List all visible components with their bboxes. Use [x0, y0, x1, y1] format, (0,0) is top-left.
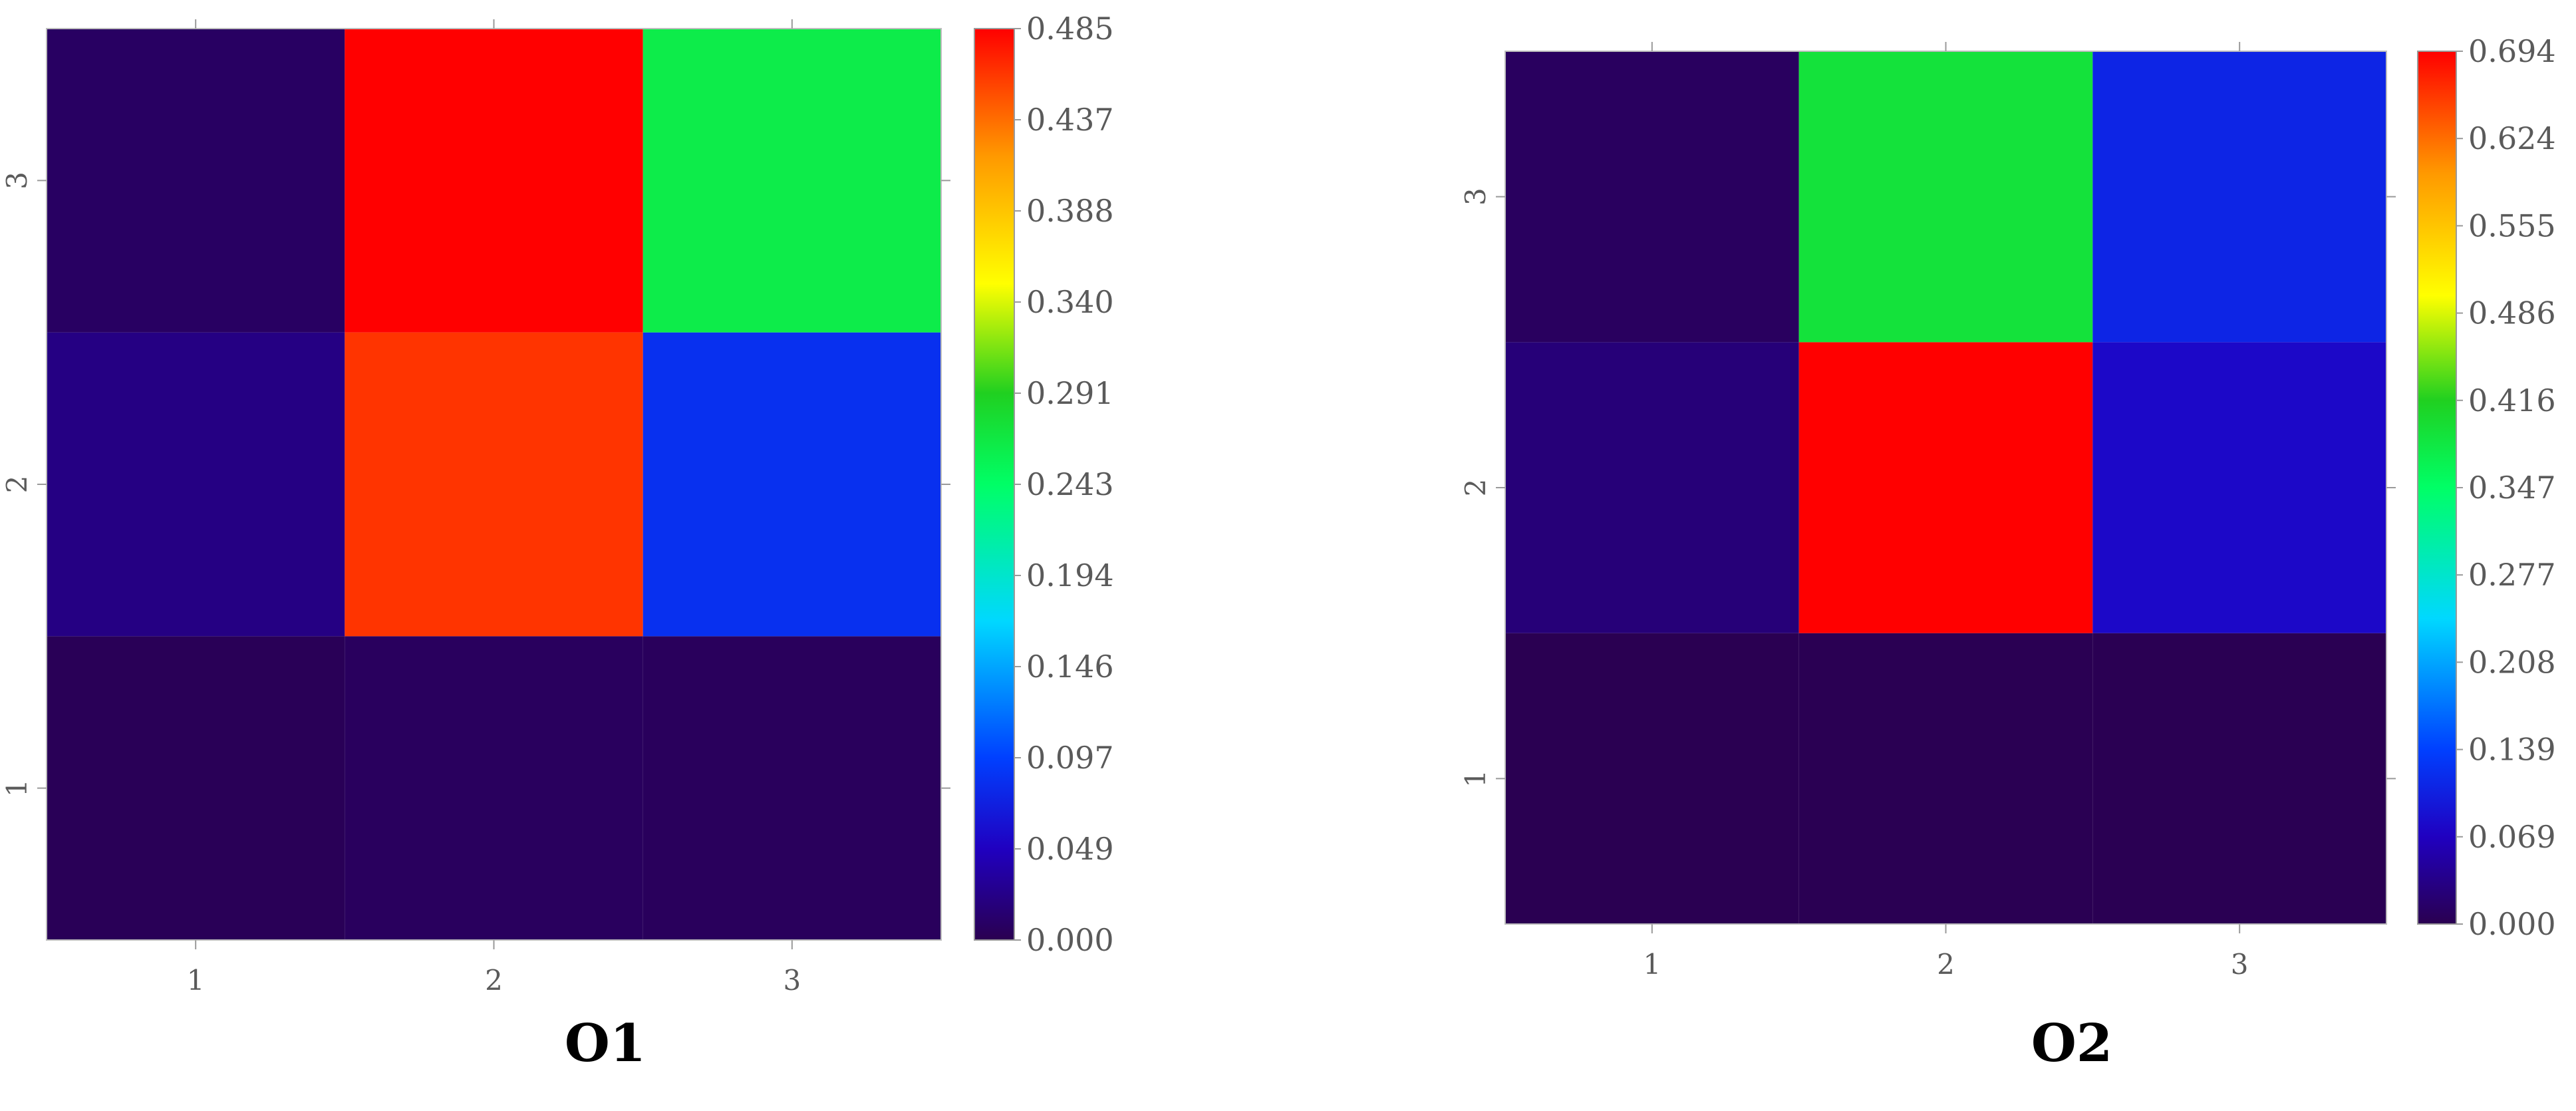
y-tick-label: 2	[1, 476, 33, 494]
x-tick-label: 3	[2231, 948, 2249, 981]
heatmap-panel-2: 1 2 3 1 2 3 0.000 0.069 0.139 0.208 0.277 0.347 0.41…	[1459, 33, 2556, 1074]
heatmap-cell-2-3	[1798, 51, 2093, 343]
colorbar-tick-label: 0.486	[2468, 295, 2556, 331]
colorbar-tick-label: 0.277	[2468, 557, 2556, 593]
y-tick-label: 2	[1459, 479, 1492, 497]
colorbar-tick-label: 0.097	[1026, 740, 1114, 776]
x-tick-label: 1	[1643, 948, 1661, 981]
heatmap-cell-3-1	[2092, 633, 2386, 924]
heatmap-cell-1-1	[1505, 633, 1799, 924]
heatmap-cell-1-3	[47, 29, 345, 333]
y-tick-label: 1	[1, 779, 33, 797]
heatmap-cell-3-2	[2092, 342, 2386, 633]
colorbar-gradient	[974, 29, 1014, 940]
colorbar-tick-label: 0.437	[1026, 102, 1114, 138]
heatmap-cell-2-1	[1798, 633, 2093, 924]
y-tick-label: 1	[1459, 770, 1492, 788]
colorbar-tick-label: 0.624	[2468, 120, 2556, 156]
colorbar-tick-label: 0.340	[1026, 284, 1114, 320]
colorbar: 0.000 0.049 0.097 0.146 0.194 0.243 0.291 0.340…	[974, 11, 1114, 958]
colorbar-tick-label: 0.069	[2468, 819, 2556, 855]
colorbar-tick-label: 0.388	[1026, 193, 1114, 229]
colorbar-tick-label: 0.485	[1026, 11, 1114, 47]
colorbar: 0.000 0.069 0.139 0.208 0.277 0.347 0.416 0.486…	[2417, 33, 2556, 942]
x-tick-label: 2	[485, 964, 503, 997]
colorbar-gradient	[2418, 51, 2456, 924]
heatmap-cell-3-3	[2092, 51, 2386, 343]
heatmap-cell-3-2	[643, 332, 941, 637]
panel-title: O1	[565, 1013, 646, 1074]
colorbar-tick-label: 0.000	[1026, 922, 1114, 958]
heatmap-panel-1: 1 2 3 1 2 3 0.000 0.049 0.097 0.146 0.194 0.243 0.29…	[1, 11, 1114, 1074]
y-tick-label: 3	[1459, 188, 1492, 206]
heatmap-cell-2-2	[1798, 342, 2093, 633]
colorbar-tick-label: 0.049	[1026, 831, 1114, 867]
heatmap-cell-1-2	[47, 332, 345, 637]
y-tick-label: 3	[1, 172, 33, 190]
heatmap-cell-2-1	[345, 636, 643, 940]
heatmap-cell-1-1	[47, 636, 345, 940]
x-tick-label: 2	[1937, 948, 1955, 981]
x-tick-label: 1	[187, 964, 205, 997]
x-tick-label: 3	[783, 964, 801, 997]
colorbar-tick-label: 0.243	[1026, 466, 1114, 502]
heatmap-cell-2-2	[345, 332, 643, 637]
colorbar-tick-label: 0.139	[2468, 732, 2556, 768]
colorbar-tick-label: 0.194	[1026, 557, 1114, 593]
heatmap-cell-3-1	[643, 636, 941, 940]
colorbar-tick-label: 0.291	[1026, 375, 1114, 411]
colorbar-tick-label: 0.208	[2468, 644, 2556, 680]
colorbar-tick-label: 0.000	[2468, 906, 2556, 942]
colorbar-tick-label: 0.555	[2468, 208, 2556, 243]
colorbar-tick-label: 0.416	[2468, 383, 2556, 418]
heatmap-cell-1-3	[1505, 51, 1799, 343]
colorbar-tick-label: 0.694	[2468, 33, 2556, 69]
heatmap-cell-1-2	[1505, 342, 1799, 633]
heatmap-cell-3-3	[643, 29, 941, 333]
heatmap-cell-2-3	[345, 29, 643, 333]
colorbar-tick-label: 0.347	[2468, 470, 2556, 506]
colorbar-tick-label: 0.146	[1026, 649, 1114, 685]
panel-title: O2	[2031, 1013, 2112, 1074]
